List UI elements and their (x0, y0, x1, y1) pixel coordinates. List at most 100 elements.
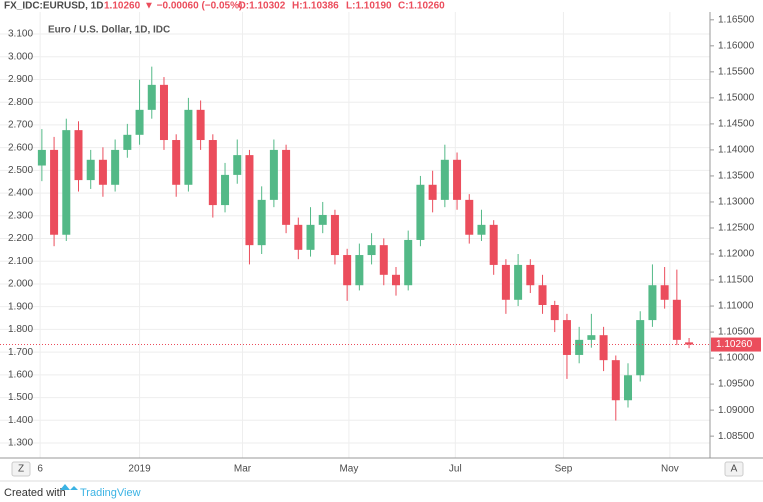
y2-tick-label: 1.08500 (718, 431, 755, 442)
symbol: FX_IDC:EURUSD, 1D (4, 1, 103, 12)
last-price: 1.10260 (104, 1, 141, 12)
candle-body (538, 285, 547, 305)
candle-body (269, 149, 278, 200)
price-change: ▼ −0.00060 (−0.05%) (144, 1, 242, 12)
candle-body (562, 320, 571, 355)
candle-body (330, 214, 339, 256)
x-tick-label: Mar (234, 464, 252, 475)
y-tick-label: 1.300 (8, 438, 33, 449)
candle-body (489, 224, 498, 265)
y-tick-label: 2.300 (8, 210, 33, 221)
low-value: L:1.10190 (346, 1, 392, 12)
candle-body (233, 155, 242, 175)
candle-body (636, 320, 645, 376)
y-tick-label: 3.100 (8, 29, 33, 40)
candle-body (159, 84, 168, 141)
candle-body (62, 130, 71, 235)
auto-button[interactable] (724, 461, 744, 477)
candle-body (501, 264, 510, 300)
candle-body (550, 304, 559, 321)
x-tick-label: Nov (661, 464, 679, 475)
candle-body (123, 134, 132, 150)
candle-body (86, 159, 95, 181)
y2-tick-label: 1.09000 (718, 405, 755, 416)
candle-body (367, 245, 376, 256)
candle-body (184, 109, 193, 185)
y2-tick-label: 1.14500 (718, 119, 755, 130)
candle-body (379, 245, 388, 275)
candle-body (404, 239, 413, 286)
y-tick-label: 3.000 (8, 51, 33, 62)
candle-body (648, 285, 657, 321)
candle-body (221, 174, 230, 206)
x-tick-label: 2019 (128, 464, 151, 475)
candle-body (74, 130, 83, 181)
zoom-button[interactable] (11, 461, 31, 477)
y-tick-label: 2.200 (8, 233, 33, 244)
y-tick-label: 2.600 (8, 142, 33, 153)
y-tick-label: 1.600 (8, 369, 33, 380)
candle-body (660, 285, 669, 300)
candle-body (672, 299, 681, 340)
y2-tick-label: 1.16000 (718, 40, 755, 51)
candle-body (37, 149, 46, 166)
y2-tick-label: 1.13500 (718, 171, 755, 182)
candle-body (282, 149, 291, 225)
y2-tick-label: 1.15000 (718, 93, 755, 104)
candle-body (428, 184, 437, 200)
y-tick-label: 2.500 (8, 165, 33, 176)
y-tick-label: 1.500 (8, 392, 33, 403)
x-tick-label: 6 (37, 464, 43, 475)
x-tick-label: Sep (555, 464, 573, 475)
y2-tick-label: 1.11500 (718, 275, 754, 286)
candle-body (135, 109, 144, 135)
last-price-label: 1.10260 (716, 339, 753, 350)
candle-body (98, 159, 107, 185)
y-tick-label: 2.400 (8, 188, 33, 199)
candle-body (172, 140, 181, 185)
candle-body (526, 264, 535, 286)
candle-body (611, 360, 620, 401)
y2-tick-label: 1.11000 (718, 301, 754, 312)
footer-brand[interactable]: TradingView (80, 487, 141, 499)
open-value: O:1.10302 (238, 1, 286, 12)
y2-tick-label: 1.13000 (718, 197, 755, 208)
y2-tick-label: 1.10000 (718, 353, 755, 364)
candle-body (599, 335, 608, 361)
y-tick-label: 1.800 (8, 324, 33, 335)
candle-body (147, 84, 156, 110)
candle-body (440, 159, 449, 200)
candle-body (196, 109, 205, 141)
candle-body (355, 255, 364, 286)
y2-tick-label: 1.12500 (718, 223, 755, 234)
candle-body (111, 149, 120, 185)
candle-body (477, 224, 486, 235)
candle-body (575, 339, 584, 355)
candle-body (306, 224, 315, 250)
zoom-label[interactable]: Z (18, 464, 24, 475)
brand-logo (60, 484, 78, 490)
x-tick-label: Jul (449, 464, 462, 475)
auto-label[interactable]: A (731, 464, 738, 475)
candle-body (257, 199, 266, 246)
candle-body (50, 149, 59, 235)
y-tick-label: 2.900 (8, 74, 33, 85)
last-price-badge (711, 337, 761, 352)
candle-body (587, 335, 596, 340)
candle-body (416, 184, 425, 240)
y-tick-label: 1.900 (8, 301, 33, 312)
candle-body (245, 155, 254, 246)
candle-body (318, 214, 327, 225)
y2-tick-label: 1.09500 (718, 379, 755, 390)
y-tick-label: 2.000 (8, 279, 33, 290)
candle-body (343, 255, 352, 286)
y-tick-label: 2.700 (8, 120, 33, 131)
candle-body (624, 375, 633, 401)
y-tick-label: 2.100 (8, 256, 33, 267)
candle-body (465, 199, 474, 235)
candle-body (514, 264, 523, 300)
y-tick-label: 2.800 (8, 97, 33, 108)
footer-created: Created with (4, 487, 66, 499)
candle-body (685, 342, 694, 345)
